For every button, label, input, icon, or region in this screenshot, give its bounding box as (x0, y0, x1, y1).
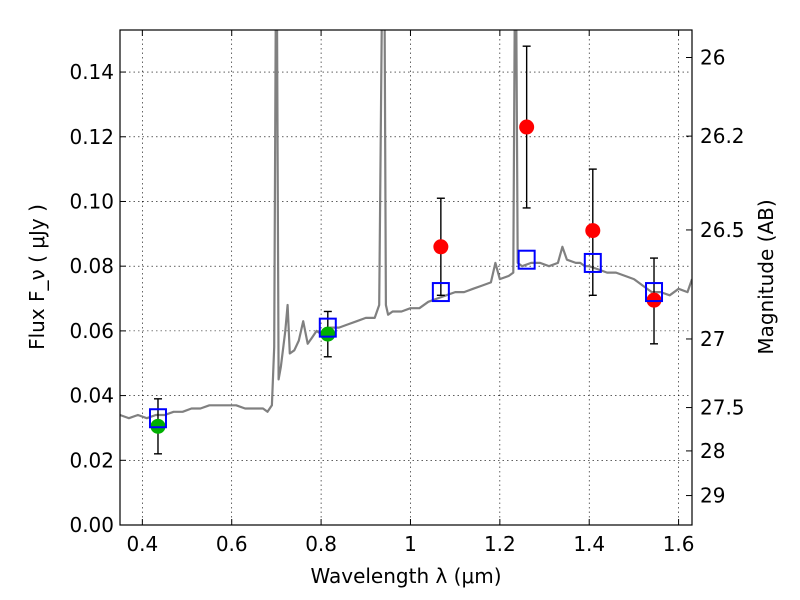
model-flux-marker (583, 252, 602, 273)
model-flux-marker (517, 249, 536, 270)
y2-tick-label: 27 (700, 327, 725, 351)
x-tick-label: 0.8 (305, 532, 337, 556)
y2-tick-label: 28 (700, 439, 725, 463)
y2-tick-label: 29 (700, 484, 725, 508)
model-flux-marker (431, 282, 450, 303)
model-flux-marker (318, 317, 337, 338)
photometry-point (519, 119, 535, 135)
y-tick-label: 0.04 (69, 384, 114, 408)
x-tick-label: 0.6 (216, 532, 248, 556)
y-tick-label: 0.06 (69, 319, 114, 343)
y-tick-label: 0.10 (69, 189, 114, 213)
x-tick-label: 0.4 (126, 532, 158, 556)
model-flux-marker (645, 282, 664, 303)
data-layer (120, 30, 692, 455)
y-tick-label: 0.08 (69, 254, 114, 278)
model-flux-marker (148, 408, 167, 429)
x-tick-label: 1.4 (573, 532, 605, 556)
x-axis-label: Wavelength λ (μm) (310, 564, 501, 588)
photometry-point (433, 239, 449, 255)
y-tick-label: 0.14 (69, 60, 114, 84)
y2-tick-label: 26.2 (700, 124, 745, 148)
y2-axis-label: Magnitude (AB) (754, 199, 778, 354)
y2-tick-label: 26 (700, 46, 725, 70)
y-tick-label: 0.12 (69, 125, 114, 149)
y-tick-label: 0.02 (69, 448, 114, 472)
x-tick-label: 1.2 (484, 532, 516, 556)
y2-tick-label: 26.5 (700, 218, 745, 242)
plot-frame (119, 29, 693, 526)
x-tick-label: 1.6 (663, 532, 695, 556)
grid (120, 30, 692, 526)
y-axis-label: Flux F_ν ( μJy ) (25, 204, 49, 350)
photometry-point (320, 326, 336, 342)
y2-tick-label: 27.5 (700, 396, 745, 420)
y-tick-label: 0.00 (69, 513, 114, 537)
x-tick-label: 1 (404, 532, 417, 556)
model-spectrum-line (120, 30, 692, 420)
photometry-point (585, 223, 601, 239)
ticks: 0.4 0.6 0.8 1 1.2 1.4 1.6 0.00 0.02 0.04 0.06 0.08 0… (69, 30, 745, 556)
